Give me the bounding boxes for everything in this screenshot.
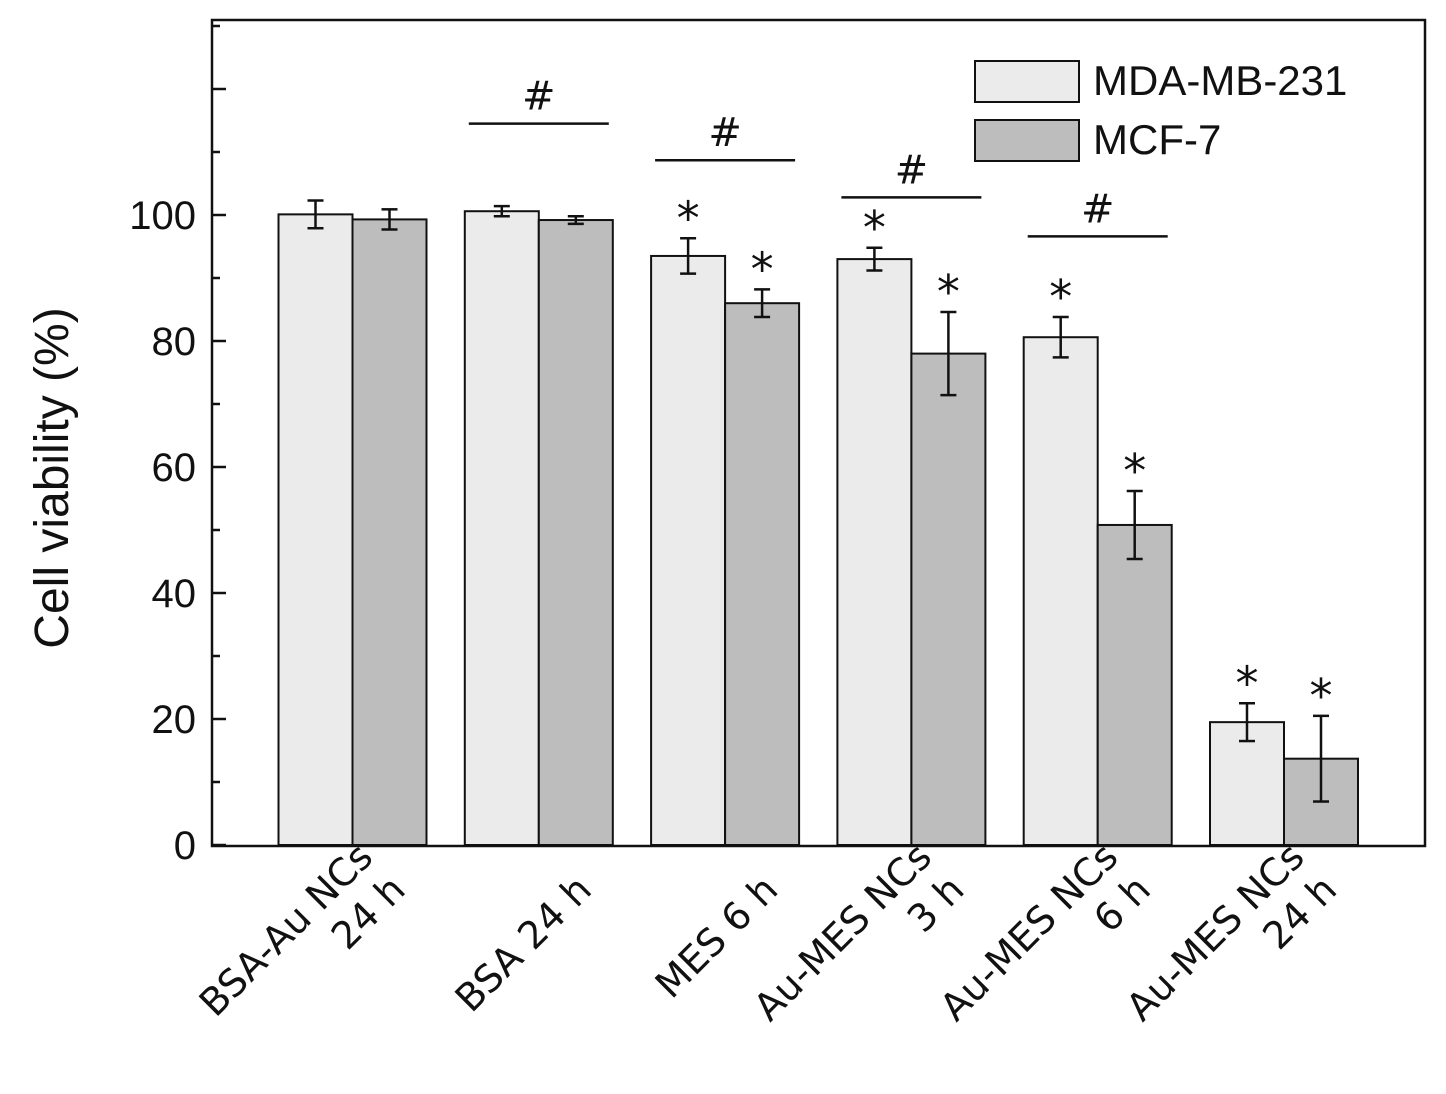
bar (1209, 721, 1285, 847)
significance-star: * (1236, 656, 1259, 710)
y-tick-label: 40 (152, 572, 197, 616)
significance-star: * (1123, 444, 1146, 498)
comparison-hash: # (522, 74, 556, 120)
category-label-line: BSA 24 h (447, 867, 600, 1020)
bar (724, 302, 801, 846)
bar (277, 213, 354, 846)
legend-swatch (974, 60, 1080, 103)
significance-star: * (1310, 669, 1333, 723)
bar (650, 254, 727, 846)
legend-label: MDA-MB-231 (1093, 57, 1347, 104)
significance-star: * (1049, 270, 1072, 324)
comparison-hash: # (708, 110, 742, 156)
legend-label: MCF-7 (1093, 116, 1221, 163)
significance-star: * (677, 191, 700, 245)
category-label-line: Au-MES NCs (745, 835, 940, 1030)
y-tick-label: 100 (129, 194, 196, 238)
comparison-hash: # (1081, 186, 1115, 232)
plot-frame (210, 18, 1427, 848)
comparison-hash: # (895, 147, 929, 193)
bar (537, 219, 614, 847)
bar (910, 352, 987, 846)
legend-swatch (974, 119, 1080, 162)
y-tick-label: 60 (152, 446, 197, 490)
bar (1096, 523, 1173, 847)
y-axis-label: Cell viability (%) (26, 307, 79, 648)
bar (1022, 336, 1099, 846)
significance-star: * (937, 265, 960, 319)
category-label-line: Au-MES NCs (931, 835, 1126, 1030)
category-label: BSA 24 h (447, 867, 600, 1020)
significance-star: * (863, 201, 886, 255)
y-tick-label: 20 (152, 698, 197, 742)
bar (463, 210, 540, 847)
y-tick-label: 0 (174, 824, 196, 868)
significance-star: * (751, 242, 774, 296)
y-tick-label: 80 (152, 320, 197, 364)
bar (351, 218, 428, 847)
bar (836, 258, 913, 847)
